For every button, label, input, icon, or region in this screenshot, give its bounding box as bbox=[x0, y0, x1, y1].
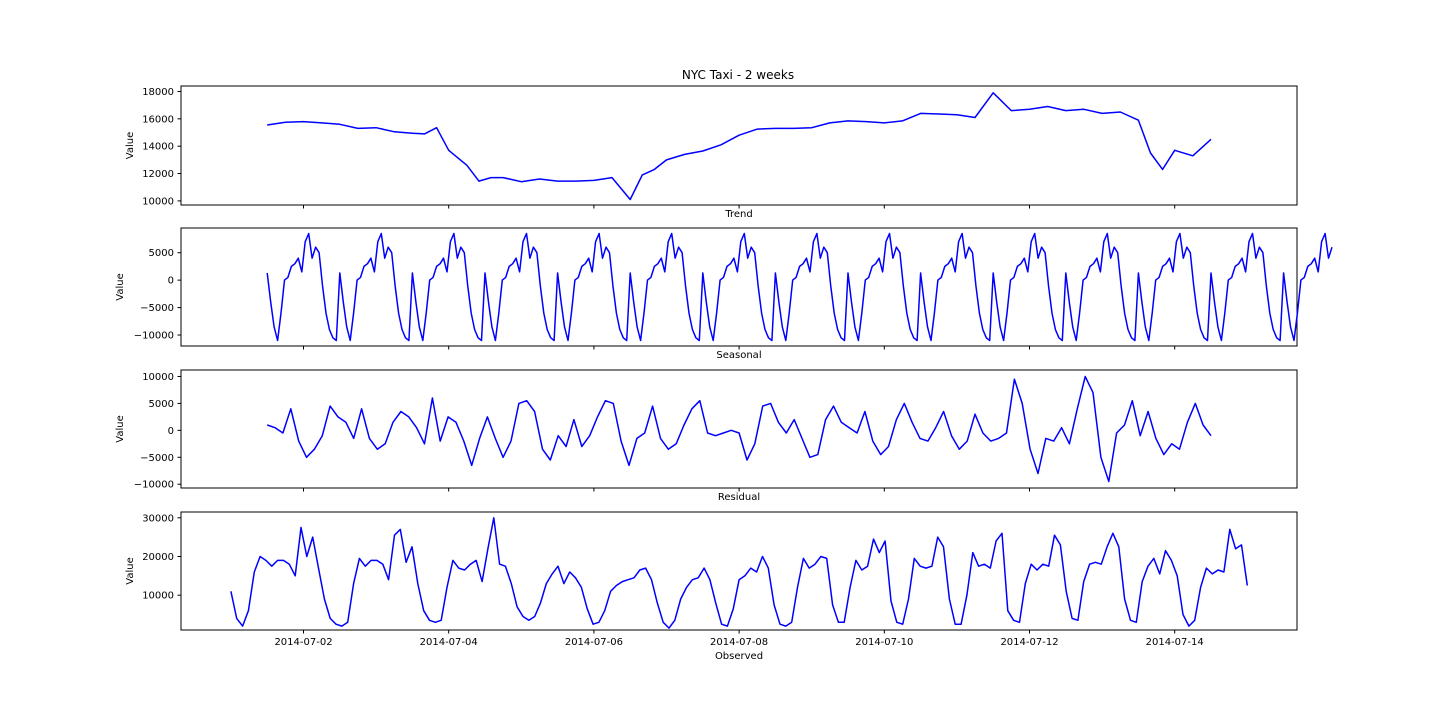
y-tick-label: 0 bbox=[168, 276, 174, 287]
x-tick-label: 2014-07-10 bbox=[855, 637, 913, 648]
y-tick-label: 10000 bbox=[142, 372, 174, 383]
x-axis-label: Trend bbox=[724, 209, 752, 220]
y-tick-label: 5000 bbox=[149, 399, 174, 410]
panels: 10000 12000 14000 16000 18000 Value Trend −1000… bbox=[115, 85, 1333, 662]
y-tick-label: 0 bbox=[168, 426, 174, 437]
y-tick-label: −5000 bbox=[140, 303, 174, 314]
x-tick-label: 2014-07-08 bbox=[710, 637, 768, 648]
y-tick-label: 5000 bbox=[149, 248, 174, 259]
y-tick-label: 30000 bbox=[142, 513, 174, 524]
panel-trend: 10000 12000 14000 16000 18000 Value Trend bbox=[125, 85, 1298, 220]
y-tick-label: 10000 bbox=[142, 591, 174, 602]
panel-seasonal: −10000 −5000 0 5000 Value Seasonal bbox=[115, 227, 1333, 361]
y-tick-label: 16000 bbox=[142, 114, 174, 125]
x-axis-label: Seasonal bbox=[716, 350, 761, 361]
panel-residual: −10000 −5000 0 5000 10000 Value Residual bbox=[115, 369, 1298, 503]
x-tick-label: 2014-07-02 bbox=[274, 637, 332, 648]
x-tick-label: 2014-07-14 bbox=[1146, 637, 1204, 648]
x-tick-label: 2014-07-06 bbox=[565, 637, 623, 648]
y-axis-label: Value bbox=[125, 557, 136, 584]
x-axis-label: Residual bbox=[718, 492, 760, 503]
y-tick-label: −5000 bbox=[140, 453, 174, 464]
y-axis-label: Value bbox=[125, 132, 136, 159]
x-tick-label: 2014-07-04 bbox=[420, 637, 478, 648]
y-tick-label: −10000 bbox=[134, 331, 174, 342]
x-tick-label: 2014-07-12 bbox=[1000, 637, 1058, 648]
figure-title: NYC Taxi - 2 weeks bbox=[682, 68, 794, 82]
series-line-residual bbox=[266, 375, 1212, 483]
y-axis-label: Value bbox=[115, 273, 126, 300]
y-tick-label: 10000 bbox=[142, 196, 174, 207]
y-tick-label: 18000 bbox=[142, 87, 174, 98]
series-line-trend bbox=[267, 92, 1212, 201]
y-tick-label: 14000 bbox=[142, 142, 174, 153]
series-line-observed bbox=[230, 517, 1249, 629]
y-axis-label: Value bbox=[115, 415, 126, 442]
x-axis-label: Observed bbox=[715, 651, 763, 662]
y-tick-label: 20000 bbox=[142, 552, 174, 563]
panel-observed: 10000 20000 30000 2014-07-02 2014-07-04 2014-… bbox=[125, 511, 1298, 662]
series-line-seasonal bbox=[266, 232, 1333, 342]
y-tick-label: −10000 bbox=[134, 480, 174, 491]
y-tick-label: 12000 bbox=[142, 169, 174, 180]
